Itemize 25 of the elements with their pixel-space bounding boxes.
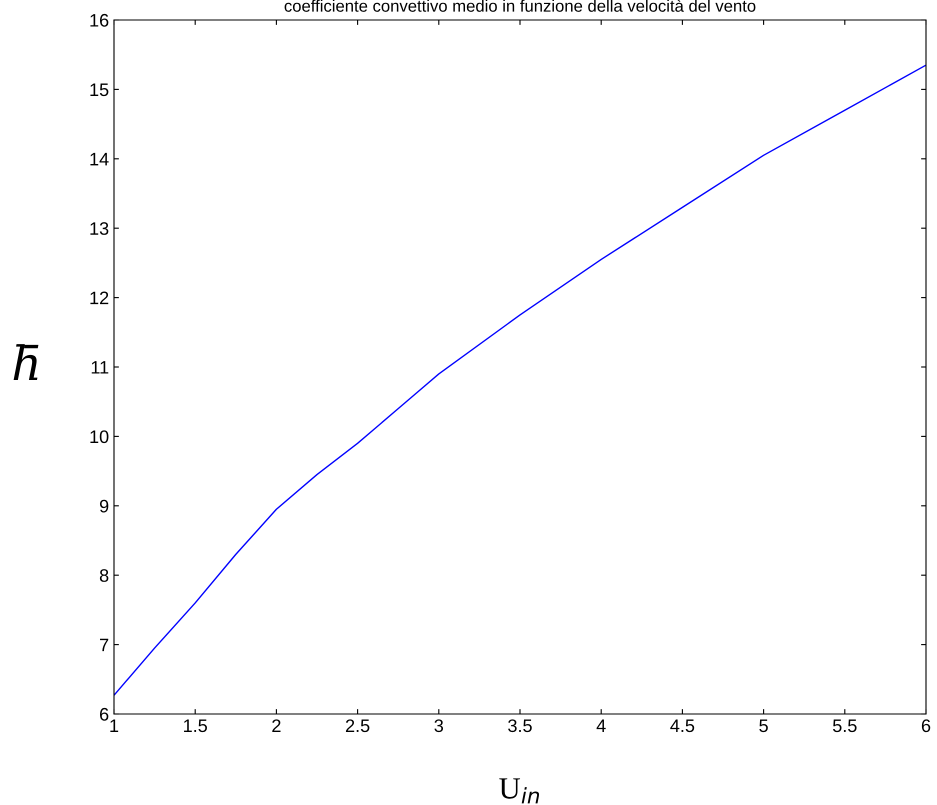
x-tick-label: 6	[922, 719, 930, 732]
x-axis-title: U$_{in}$	[499, 778, 540, 804]
x-tick-label: 1.5	[184, 720, 207, 732]
y-tick-label: 13	[90, 222, 108, 235]
y-tick-label: 14	[90, 152, 109, 166]
y-axis-title: h̄	[14, 344, 38, 380]
y-tick-label: 9	[100, 500, 108, 513]
x-tick-label: 2.5	[346, 719, 370, 732]
y-tick-label: 16	[90, 14, 108, 27]
x-tick-label: 4.5	[670, 720, 694, 732]
x-tick-label: 4	[596, 720, 606, 732]
x-tick-label: 3	[434, 719, 444, 732]
line-series	[114, 64, 926, 696]
x-tick-label: 5	[759, 720, 768, 732]
x-tick-label: 3.5	[508, 719, 532, 732]
y-tick-label: 12	[90, 292, 108, 304]
y-tick-label: 8	[100, 569, 108, 582]
y-tick-label: 7	[100, 638, 108, 652]
x-tick-label: 2	[272, 719, 281, 732]
y-tick-label: 6	[100, 708, 108, 721]
x-tick-label: 1	[110, 720, 118, 732]
y-tick-label: 10	[90, 430, 108, 444]
x-tick-label: 5.5	[832, 720, 857, 732]
y-tick-label: 15	[90, 84, 108, 96]
y-tick-label: 11	[92, 361, 108, 374]
